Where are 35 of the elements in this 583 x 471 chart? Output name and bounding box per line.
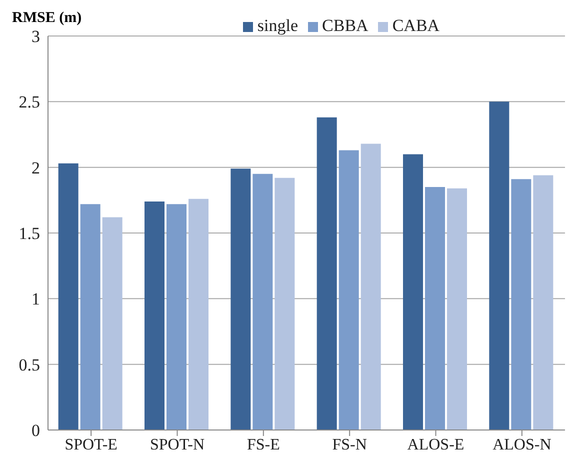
bar <box>102 217 122 430</box>
x-tick-label: SPOT-N <box>150 436 205 454</box>
x-tick-label: FS-N <box>332 436 368 454</box>
y-tick-label: 1 <box>32 290 40 309</box>
bar <box>252 174 273 430</box>
legend-label: CABA <box>392 16 440 35</box>
bar <box>403 154 424 430</box>
bar <box>425 187 446 430</box>
y-tick-label: 2.5 <box>18 92 40 112</box>
bar <box>447 188 468 430</box>
x-tick-label: FS-E <box>246 436 280 454</box>
bar <box>360 144 381 430</box>
bar <box>511 179 532 430</box>
legend-label: single <box>257 16 298 35</box>
y-tick-label: 1.5 <box>18 224 40 244</box>
y-tick-label: 0.5 <box>18 355 40 374</box>
y-tick-label: 0 <box>32 421 40 440</box>
bar <box>166 204 187 430</box>
bar <box>489 102 510 430</box>
bar <box>316 117 337 430</box>
bar <box>274 178 295 430</box>
bar <box>188 198 209 430</box>
bar <box>58 163 78 430</box>
x-tick-label: ALOS-N <box>492 436 552 454</box>
legend-label: CBBA <box>322 16 368 35</box>
y-tick-label: 3 <box>32 27 40 46</box>
x-tick-label: ALOS-E <box>407 436 464 454</box>
bar <box>338 150 359 430</box>
bar <box>144 201 165 430</box>
x-tick-label: SPOT-E <box>64 436 118 454</box>
y-axis-title: RMSE (m) <box>12 10 82 27</box>
bar <box>80 204 100 430</box>
y-tick-label: 2 <box>32 158 40 178</box>
bar <box>230 168 251 430</box>
bar <box>533 175 554 430</box>
